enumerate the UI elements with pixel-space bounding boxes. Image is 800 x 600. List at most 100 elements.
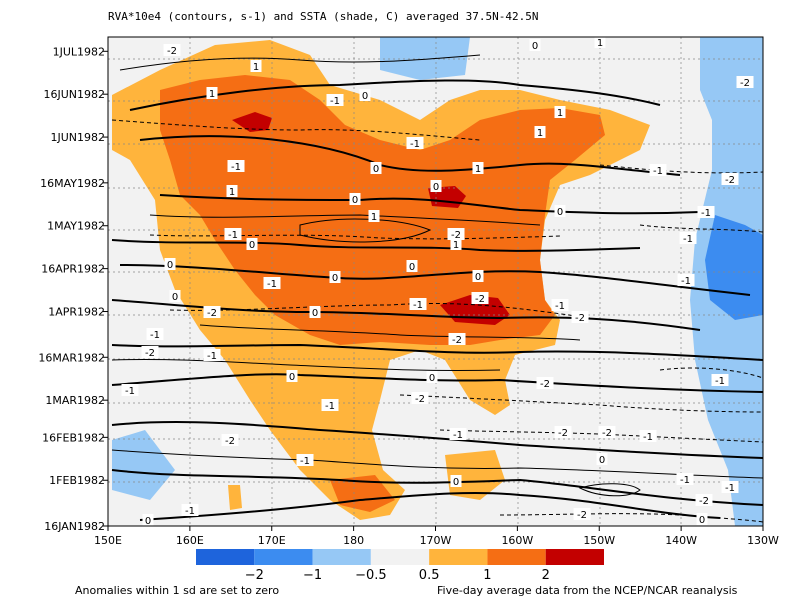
- contour-label: -1: [146, 328, 164, 341]
- x-tick-label: 180: [343, 534, 364, 547]
- colorbar-swatch: [487, 549, 546, 565]
- y-tick-label: 1MAR1982: [45, 394, 105, 407]
- svg-text:0: 0: [172, 292, 178, 303]
- svg-text:-2: -2: [145, 348, 155, 359]
- shade-region-hot-1: [232, 112, 272, 132]
- y-tick-label: 16JUN1982: [43, 88, 105, 101]
- svg-text:0: 0: [557, 207, 563, 218]
- svg-text:-2: -2: [451, 230, 461, 241]
- svg-text:0: 0: [352, 195, 358, 206]
- y-tick-label: 16FEB1982: [42, 431, 105, 444]
- svg-text:-1: -1: [185, 506, 195, 517]
- contour-pos-4: [111, 358, 501, 372]
- contour-label: -2: [448, 333, 466, 346]
- shade-region-warm-2: [445, 450, 505, 500]
- contour-label: 0: [529, 39, 541, 52]
- contour-label: -1: [711, 374, 729, 387]
- svg-text:-1: -1: [680, 475, 690, 486]
- contour-label: 0: [554, 205, 566, 218]
- svg-text:-2: -2: [602, 428, 612, 439]
- svg-text:-1: -1: [683, 234, 693, 245]
- contour-label: -2: [141, 346, 159, 359]
- svg-text:-1: -1: [207, 351, 217, 362]
- svg-text:-2: -2: [575, 313, 585, 324]
- colorbar-swatch: [545, 549, 604, 565]
- colorbar-label: −0.5: [355, 568, 387, 583]
- contour-pos-6: [578, 483, 641, 497]
- svg-text:1: 1: [475, 164, 481, 175]
- contour-label: -2: [598, 426, 616, 439]
- contour-label: 1: [450, 238, 462, 251]
- svg-text:-2: -2: [207, 308, 217, 319]
- svg-text:-1: -1: [410, 139, 420, 150]
- contour-label: -2: [163, 44, 181, 57]
- contour-label: 0: [142, 514, 154, 527]
- x-tick-label: 170E: [258, 534, 286, 547]
- x-tick-label: 150W: [583, 534, 615, 547]
- x-tick-label: 140W: [665, 534, 697, 547]
- svg-text:0: 0: [167, 260, 173, 271]
- svg-text:1: 1: [557, 108, 563, 119]
- contour-label: 0: [164, 258, 176, 271]
- contour-label: 1: [534, 126, 546, 139]
- colorbar-swatch: [254, 549, 313, 565]
- svg-text:-1: -1: [413, 300, 423, 311]
- contour-label: 1: [368, 210, 380, 223]
- contour-label: 0: [426, 371, 438, 384]
- contour-label: -1: [409, 298, 427, 311]
- svg-text:1: 1: [229, 187, 235, 198]
- contour-label: 0: [596, 453, 608, 466]
- grid-lines: [108, 37, 763, 526]
- footer-right-note: Five-day average data from the NCEP/NCAR…: [437, 584, 738, 597]
- chart-title: RVA*10e4 (contours, s-1) and SSTA (shade…: [108, 10, 538, 23]
- svg-text:-1: -1: [267, 279, 277, 290]
- colorbar-swatch: [196, 549, 255, 565]
- svg-text:-2: -2: [167, 46, 177, 57]
- svg-text:-1: -1: [725, 483, 735, 494]
- y-axis: 1JUL1982 16JUN1982 1JUN1982 16MAY1982 1MAY19…: [38, 45, 108, 533]
- svg-text:1: 1: [371, 212, 377, 223]
- svg-text:-1: -1: [653, 166, 663, 177]
- y-tick-label: 16APR1982: [41, 263, 105, 276]
- svg-text:-2: -2: [415, 394, 425, 405]
- svg-text:-1: -1: [715, 376, 725, 387]
- contour-label: 1: [594, 36, 606, 49]
- svg-text:-2: -2: [740, 78, 750, 89]
- contour-label: -1: [697, 206, 715, 219]
- svg-text:0: 0: [433, 182, 439, 193]
- contour-label: -2: [471, 292, 489, 305]
- y-tick-label: 1FEB1982: [49, 474, 105, 487]
- svg-text:-2: -2: [225, 436, 235, 447]
- contour-zero-4: [111, 239, 641, 252]
- svg-text:-1: -1: [150, 330, 160, 341]
- contour-label: 0: [696, 513, 708, 526]
- svg-text:0: 0: [409, 262, 415, 273]
- shade-region-cool-3: [112, 430, 175, 500]
- contour-zero-1: [129, 79, 661, 111]
- x-tick-label: 160E: [176, 534, 204, 547]
- svg-text:0: 0: [373, 164, 379, 175]
- contour-label: -2: [721, 173, 739, 186]
- contour-label: 0: [406, 260, 418, 273]
- svg-text:-1: -1: [325, 401, 335, 412]
- colorbar: −2 −1 −0.5 0.5 1 2: [196, 549, 604, 583]
- contour-label: 0: [430, 180, 442, 193]
- svg-text:1: 1: [453, 240, 459, 251]
- contour-label: 1: [250, 60, 262, 73]
- contour-pos-7: [299, 218, 432, 243]
- svg-text:-2: -2: [452, 335, 462, 346]
- footer-left-note: Anomalies within 1 sd are set to zero: [75, 584, 279, 597]
- x-tick-label: 170W: [420, 534, 452, 547]
- contour-label: 1: [472, 162, 484, 175]
- contour-label: -2: [695, 494, 713, 507]
- contour-zero-2: [139, 135, 681, 176]
- contour-label: -2: [571, 311, 589, 324]
- contour-label: 0: [472, 270, 484, 283]
- contour-label: -1: [296, 454, 314, 467]
- svg-text:-1: -1: [555, 301, 565, 312]
- svg-text:-2: -2: [540, 379, 550, 390]
- svg-text:1: 1: [253, 62, 259, 73]
- svg-text:0: 0: [532, 41, 538, 52]
- contour-label: 1: [554, 106, 566, 119]
